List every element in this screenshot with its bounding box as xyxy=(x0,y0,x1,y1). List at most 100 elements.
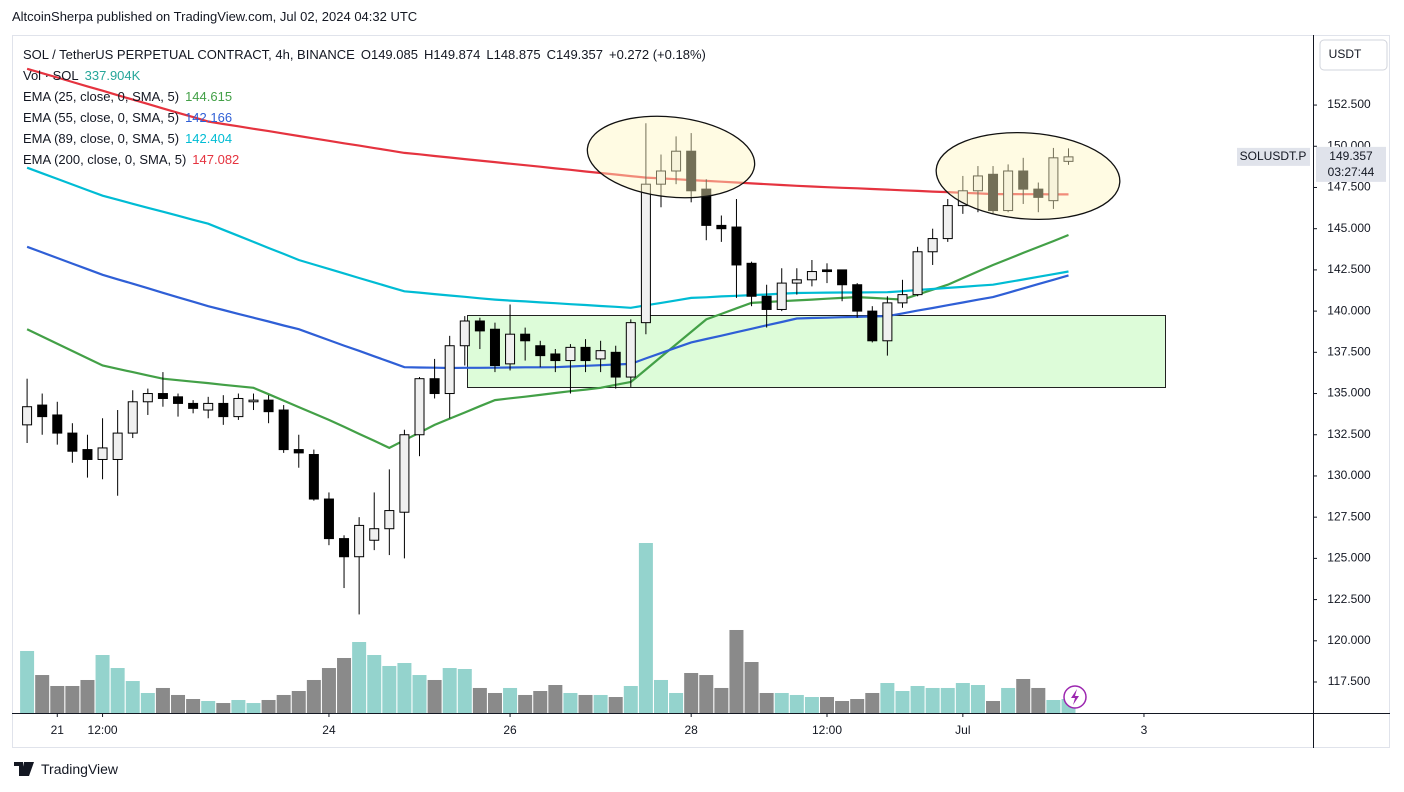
legend-row: EMA (25, close, 0, SMA, 5) 144.615 xyxy=(23,86,712,107)
x-tick-label: 26 xyxy=(503,723,517,737)
symbol-label: SOLUSDT.P xyxy=(1240,149,1307,163)
ohlc-key: O xyxy=(360,47,371,62)
ema-name: EMA (55, close, 0, SMA, 5) xyxy=(23,110,180,125)
candle-body xyxy=(52,414,63,434)
volume-bar xyxy=(804,697,819,713)
candle-body xyxy=(429,378,440,395)
candle-body xyxy=(203,402,214,411)
y-tick-label: 122.500 xyxy=(1327,592,1371,606)
candle-body xyxy=(112,432,123,460)
volume-bar xyxy=(472,687,487,713)
candle-body xyxy=(97,447,108,460)
ema-value: 144.615 xyxy=(185,89,233,104)
ohlc-value: 149.357 xyxy=(555,47,603,62)
last-price: 149.357 xyxy=(1329,149,1373,163)
ema-line xyxy=(26,233,1069,450)
candle-body xyxy=(912,251,923,296)
volume-bar xyxy=(925,687,940,713)
candle-body xyxy=(1048,157,1059,202)
candle-body xyxy=(640,183,651,324)
volume-bar xyxy=(1016,678,1031,713)
candle-body xyxy=(339,538,350,558)
legend-row: EMA (89, close, 0, SMA, 5) 142.404 xyxy=(23,128,712,149)
currency-button[interactable] xyxy=(1319,39,1388,71)
volume-bar xyxy=(427,679,442,713)
volume-bar xyxy=(442,668,457,713)
volume-bar xyxy=(910,685,925,713)
volume-bar xyxy=(457,669,472,713)
volume-bar xyxy=(487,692,502,713)
candle-body xyxy=(459,320,470,347)
candle-body xyxy=(1018,170,1029,190)
ema-name: EMA (89, close, 0, SMA, 5) xyxy=(23,131,180,146)
x-tick-label: 3 xyxy=(1141,723,1148,737)
volume-bar xyxy=(744,662,759,713)
candle-body xyxy=(791,279,802,284)
volume-bar xyxy=(216,703,231,713)
candle-body xyxy=(474,320,485,332)
candle-body xyxy=(233,397,244,418)
volume-bar xyxy=(140,692,155,713)
volume-bar xyxy=(865,692,880,713)
volume-bar xyxy=(35,675,50,713)
volume-bar xyxy=(1031,687,1046,713)
candle-body xyxy=(1063,156,1074,162)
candle-body xyxy=(399,434,410,513)
ema-line xyxy=(26,67,1069,196)
highlight-ellipse xyxy=(935,131,1121,221)
candle-body xyxy=(610,351,621,378)
candle-body xyxy=(127,401,138,434)
volume-bar xyxy=(382,665,397,713)
candle-body xyxy=(852,284,863,312)
candle-body xyxy=(489,328,500,367)
alert-bolt xyxy=(1071,689,1079,705)
price-tag xyxy=(1316,146,1386,182)
candle-body xyxy=(263,399,274,413)
x-tick-label: Jul xyxy=(955,723,970,737)
volume-bar xyxy=(593,694,608,713)
candle-body xyxy=(1033,188,1044,198)
legend: SOL / TetherUS PERPETUAL CONTRACT, 4h, B… xyxy=(23,44,712,170)
candle-body xyxy=(972,175,983,192)
candle-body xyxy=(655,170,666,185)
candle-body xyxy=(701,188,712,226)
volume-bar xyxy=(714,687,729,713)
candle-body xyxy=(942,205,953,240)
volume-bar xyxy=(548,684,563,713)
candle-body xyxy=(520,333,531,342)
footer-brand: TradingView xyxy=(41,761,119,777)
volume-bar xyxy=(125,681,140,713)
y-tick-label: 145.000 xyxy=(1327,221,1371,235)
symbol-tag xyxy=(1237,147,1310,166)
volume-bar xyxy=(231,699,246,713)
candle-body xyxy=(686,150,697,192)
ema-name: EMA (200, close, 0, SMA, 5) xyxy=(23,152,187,167)
footer: TradingView xyxy=(14,761,118,777)
y-tick-label: 132.500 xyxy=(1327,427,1371,441)
volume-bar xyxy=(699,675,714,713)
volume-bar xyxy=(563,692,578,713)
candle-body xyxy=(323,498,334,540)
legend-row: SOL / TetherUS PERPETUAL CONTRACT, 4h, B… xyxy=(23,44,712,65)
volume-bar xyxy=(1046,699,1061,713)
candle-body xyxy=(22,406,33,426)
y-tick-label: 120.000 xyxy=(1327,633,1371,647)
volume-bar xyxy=(291,691,306,713)
candle-body xyxy=(897,294,908,304)
candle-body xyxy=(988,173,999,212)
volume-bar xyxy=(835,700,850,713)
candle-body xyxy=(248,399,259,403)
candle-body xyxy=(37,404,48,418)
candle-body xyxy=(444,345,455,395)
x-tick-label: 24 xyxy=(322,723,336,737)
candle-body xyxy=(867,310,878,342)
volume-bar xyxy=(759,692,774,713)
candle-body xyxy=(746,262,757,297)
volume-bar xyxy=(623,685,638,713)
volume-bar xyxy=(608,697,623,713)
candle-body xyxy=(157,393,168,399)
countdown: 03:27:44 xyxy=(1328,165,1375,179)
candle-body xyxy=(278,409,289,451)
volume-bar xyxy=(201,700,216,713)
candle-body xyxy=(293,449,304,454)
